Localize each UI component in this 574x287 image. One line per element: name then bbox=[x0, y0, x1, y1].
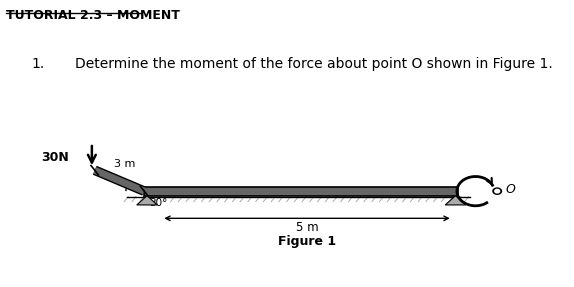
Bar bbox=[144, 187, 459, 196]
Text: TUTORIAL 2.3 – MOMENT: TUTORIAL 2.3 – MOMENT bbox=[6, 9, 180, 22]
Text: Determine the moment of the force about point O shown in Figure 1.: Determine the moment of the force about … bbox=[75, 57, 552, 71]
Text: 5 m: 5 m bbox=[296, 221, 319, 234]
Text: 1.: 1. bbox=[32, 57, 45, 71]
Text: Figure 1: Figure 1 bbox=[278, 235, 336, 248]
Polygon shape bbox=[137, 196, 157, 205]
Polygon shape bbox=[445, 196, 466, 205]
Circle shape bbox=[495, 189, 499, 193]
Circle shape bbox=[493, 188, 502, 194]
Text: 30°: 30° bbox=[149, 198, 167, 208]
Text: O: O bbox=[505, 183, 515, 196]
Text: 3 m: 3 m bbox=[114, 159, 135, 169]
Text: 30N: 30N bbox=[41, 151, 69, 164]
